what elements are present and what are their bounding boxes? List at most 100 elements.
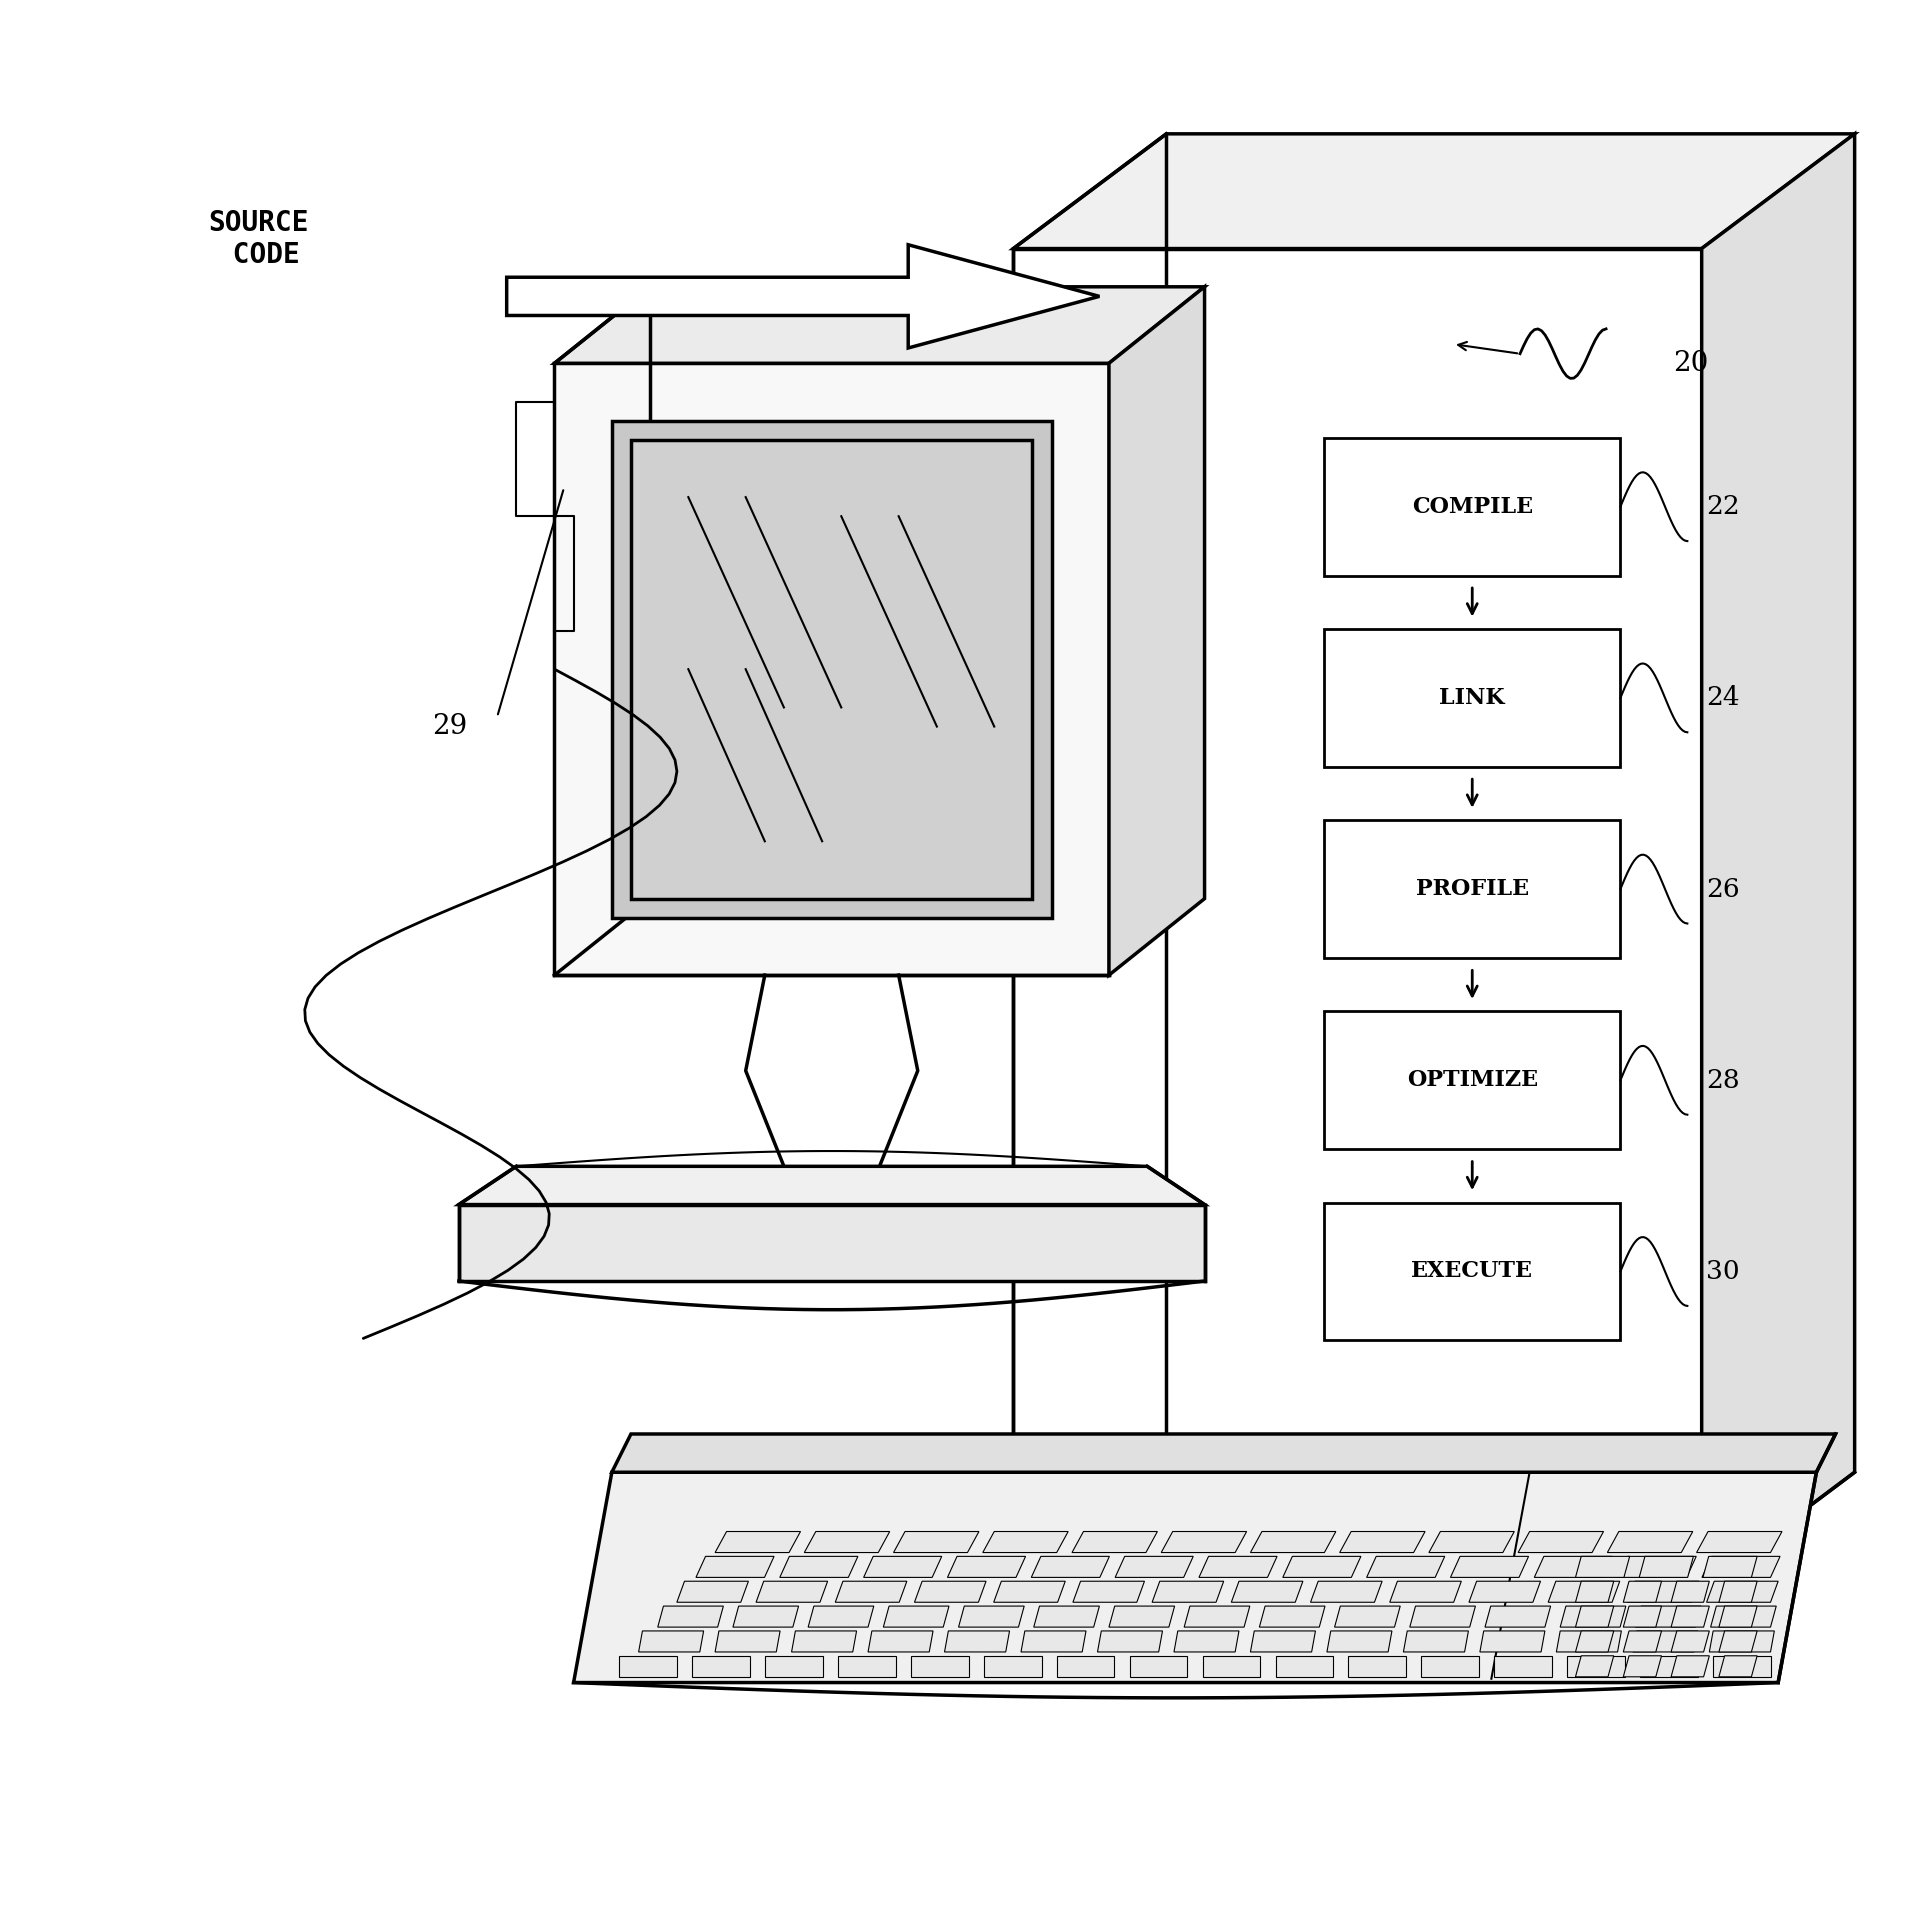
- Polygon shape: [1707, 1581, 1778, 1602]
- Polygon shape: [1340, 1532, 1424, 1553]
- Polygon shape: [1348, 1656, 1405, 1677]
- Polygon shape: [1109, 287, 1205, 975]
- FancyBboxPatch shape: [1323, 438, 1619, 576]
- Polygon shape: [983, 1532, 1069, 1553]
- Polygon shape: [1713, 1656, 1771, 1677]
- FancyBboxPatch shape: [1323, 820, 1619, 958]
- Polygon shape: [1719, 1581, 1757, 1602]
- Polygon shape: [994, 1581, 1065, 1602]
- Polygon shape: [1704, 1556, 1757, 1577]
- Polygon shape: [1480, 1631, 1545, 1652]
- Polygon shape: [1575, 1656, 1614, 1677]
- Polygon shape: [755, 1581, 828, 1602]
- Polygon shape: [1109, 1606, 1174, 1627]
- Polygon shape: [631, 440, 1032, 899]
- Polygon shape: [1275, 1656, 1333, 1677]
- Polygon shape: [836, 1581, 906, 1602]
- Polygon shape: [1696, 1532, 1782, 1553]
- Polygon shape: [1671, 1656, 1709, 1677]
- Polygon shape: [792, 1631, 857, 1652]
- Polygon shape: [914, 1581, 987, 1602]
- Polygon shape: [1260, 1606, 1325, 1627]
- Polygon shape: [1153, 1581, 1224, 1602]
- Polygon shape: [639, 1631, 704, 1652]
- Polygon shape: [1013, 134, 1855, 249]
- Polygon shape: [1623, 1581, 1662, 1602]
- Polygon shape: [1623, 1631, 1662, 1652]
- Text: 26: 26: [1706, 876, 1740, 902]
- Polygon shape: [1702, 1556, 1780, 1577]
- Polygon shape: [1575, 1606, 1614, 1627]
- Polygon shape: [1031, 1556, 1109, 1577]
- Polygon shape: [1719, 1656, 1757, 1677]
- Polygon shape: [1203, 1656, 1260, 1677]
- Polygon shape: [985, 1656, 1042, 1677]
- Polygon shape: [1451, 1556, 1528, 1577]
- Polygon shape: [1161, 1532, 1247, 1553]
- Text: LINK: LINK: [1440, 686, 1505, 709]
- Polygon shape: [554, 363, 1109, 975]
- Polygon shape: [692, 1656, 750, 1677]
- Polygon shape: [1633, 1631, 1698, 1652]
- Polygon shape: [1034, 1606, 1099, 1627]
- Text: 20: 20: [1673, 350, 1709, 377]
- Polygon shape: [1623, 1656, 1662, 1677]
- Polygon shape: [1556, 1631, 1621, 1652]
- Polygon shape: [1635, 1606, 1702, 1627]
- Text: 30: 30: [1706, 1258, 1740, 1285]
- Polygon shape: [1575, 1631, 1614, 1652]
- Polygon shape: [1199, 1556, 1277, 1577]
- Polygon shape: [459, 1205, 1205, 1281]
- Text: 28: 28: [1706, 1067, 1740, 1094]
- Polygon shape: [958, 1606, 1025, 1627]
- Polygon shape: [1335, 1606, 1400, 1627]
- Polygon shape: [732, 1606, 799, 1627]
- Polygon shape: [612, 1434, 1836, 1472]
- Text: PROFILE: PROFILE: [1415, 878, 1530, 901]
- Polygon shape: [912, 1656, 969, 1677]
- Polygon shape: [1486, 1606, 1551, 1627]
- Polygon shape: [1495, 1656, 1553, 1677]
- Text: OPTIMIZE: OPTIMIZE: [1407, 1069, 1537, 1092]
- Polygon shape: [809, 1606, 874, 1627]
- Polygon shape: [1623, 1606, 1662, 1627]
- Polygon shape: [868, 1631, 933, 1652]
- Polygon shape: [1575, 1556, 1629, 1577]
- Polygon shape: [1533, 1556, 1612, 1577]
- Polygon shape: [1627, 1581, 1700, 1602]
- Polygon shape: [1671, 1581, 1709, 1602]
- Polygon shape: [574, 1472, 1816, 1683]
- Polygon shape: [1568, 1656, 1625, 1677]
- Polygon shape: [883, 1606, 948, 1627]
- Polygon shape: [1097, 1631, 1162, 1652]
- Polygon shape: [1115, 1556, 1193, 1577]
- Polygon shape: [1639, 1556, 1694, 1577]
- Polygon shape: [1057, 1656, 1115, 1677]
- Polygon shape: [1174, 1631, 1239, 1652]
- Polygon shape: [1468, 1581, 1541, 1602]
- Polygon shape: [780, 1556, 858, 1577]
- Polygon shape: [1013, 249, 1702, 1587]
- Polygon shape: [864, 1556, 943, 1577]
- Polygon shape: [837, 1656, 895, 1677]
- Polygon shape: [1702, 134, 1855, 1587]
- Polygon shape: [945, 1631, 1010, 1652]
- Polygon shape: [1560, 1606, 1625, 1627]
- Polygon shape: [948, 1556, 1025, 1577]
- Polygon shape: [1608, 1532, 1692, 1553]
- Polygon shape: [1640, 1656, 1698, 1677]
- Polygon shape: [805, 1532, 889, 1553]
- FancyBboxPatch shape: [1323, 1203, 1619, 1340]
- Polygon shape: [1310, 1581, 1382, 1602]
- Polygon shape: [1250, 1532, 1336, 1553]
- Polygon shape: [1403, 1631, 1468, 1652]
- Polygon shape: [1367, 1556, 1445, 1577]
- FancyBboxPatch shape: [1323, 629, 1619, 767]
- Polygon shape: [1428, 1532, 1514, 1553]
- Text: EXECUTE: EXECUTE: [1411, 1260, 1533, 1283]
- FancyBboxPatch shape: [1323, 1011, 1619, 1149]
- Polygon shape: [1549, 1581, 1619, 1602]
- Polygon shape: [1073, 1532, 1157, 1553]
- Polygon shape: [1409, 1606, 1476, 1627]
- Polygon shape: [715, 1631, 780, 1652]
